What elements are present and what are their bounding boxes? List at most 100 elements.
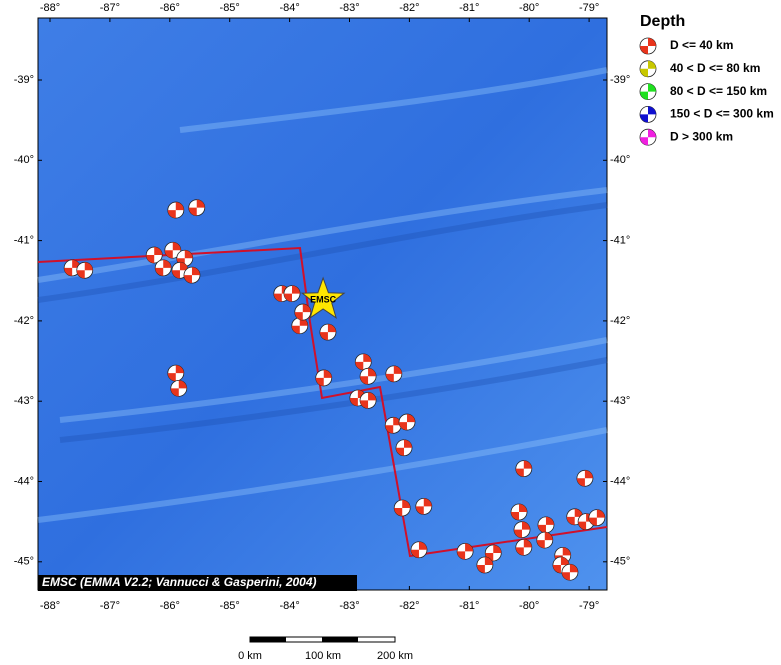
beachball-quadrant [363,353,372,362]
lon-label: -81° [459,2,479,14]
beachball-quadrant [64,267,73,276]
beachball [359,367,377,385]
beachball-quadrant [84,262,93,271]
lon-label: -83° [339,2,359,14]
beachball-quadrant [394,507,403,516]
beachball-quadrant [407,414,416,423]
beachball [359,391,377,409]
beachball [398,413,416,431]
lat-label: -43° [14,395,34,407]
lon-label: -85° [220,600,240,612]
beachball-quadrant [360,400,369,409]
beachball-quadrant [584,470,593,479]
beachball [510,503,528,521]
beachball-quadrant [167,373,176,382]
beachball-quadrant [561,572,570,581]
beachball-quadrant [183,275,192,284]
beachball [536,531,554,549]
beachball [294,303,312,321]
legend-label: D <= 40 km [670,38,733,52]
legend-label: D > 300 km [670,129,733,143]
legend-label: 150 < D <= 300 km [670,107,774,121]
beachball-quadrant [323,369,332,378]
beachball-quadrant [536,540,545,549]
beachball-quadrant [545,516,554,525]
beachball-quadrant [560,557,569,566]
beachball-quadrant [648,60,656,69]
beachball-quadrant [648,129,656,138]
lon-label: -79° [579,2,599,14]
beachball-quadrant [184,250,193,259]
beachball-quadrant [418,541,427,550]
beachball-quadrant [402,499,411,508]
beachball-quadrant [349,397,358,406]
scale-bar [249,636,396,643]
beachball [145,246,163,264]
beachball-quadrant [514,529,523,538]
credit-box [38,575,357,591]
beachball-quadrant [423,498,432,507]
beachball [639,83,657,100]
beachball-quadrant [273,293,282,302]
beachball [354,353,372,371]
beachball-quadrant [188,207,197,216]
beachball [576,469,594,487]
beachball-quadrant [404,439,413,448]
lon-label: -86° [160,600,180,612]
beachball-quadrant [485,552,494,561]
lon-label: -87° [100,600,120,612]
lon-label: -87° [100,2,120,14]
beachball-quadrant [523,539,532,548]
beachball [76,261,94,279]
lon-label: -84° [279,2,299,14]
lon-label: -88° [40,2,60,14]
beachball-quadrant [368,392,377,401]
beachball-quadrant [315,377,324,386]
beachball-quadrant [163,259,172,268]
lat-label: -45° [610,556,630,568]
legend-label: 80 < D <= 150 km [670,84,767,98]
plate-boundary [37,246,608,558]
lat-label: -45° [14,556,34,568]
beachball-quadrant [291,325,300,334]
beachball-quadrant [566,516,575,525]
seafloor-texture [37,67,608,523]
beachball-quadrant [291,285,300,294]
beachball-quadrant [399,422,408,431]
beachball-quadrant [544,532,553,541]
credit: EMSC (EMMA V2.2; Vannucci & Gasperini, 2… [42,575,317,589]
beachball [484,544,502,562]
beachball [167,364,185,382]
beachball-quadrant [170,388,179,397]
beachball-quadrant [319,332,328,341]
beachball-quadrant [172,242,181,251]
lon-label: -86° [160,2,180,14]
legend-title: Depth [640,13,685,30]
beachball-quadrant [588,517,597,526]
lat-label: -44° [610,475,630,487]
beachball-quadrant [552,565,561,574]
beachball-quadrant [385,373,394,382]
beachball [639,60,657,78]
beachball [164,241,182,259]
beachball-quadrant [179,262,188,271]
beachball [154,259,172,277]
beachball [395,439,413,457]
lon-label: -82° [399,2,419,14]
lon-label: -85° [220,2,240,14]
beachball-quadrant [76,270,85,279]
beachball-quadrant [415,506,424,515]
beachball-quadrant [191,267,200,276]
beachball-quadrant [578,521,587,530]
lon-label: -80° [519,600,539,612]
beachball [415,497,433,515]
beachball-quadrant [519,504,528,513]
beachball [183,266,201,284]
lat-label: -44° [14,475,34,487]
beachball [639,106,657,123]
beachball-quadrant [484,557,493,566]
beachball [291,317,309,335]
beachball-quadrant [515,468,524,477]
beachball [315,369,333,387]
beachball [639,37,657,55]
